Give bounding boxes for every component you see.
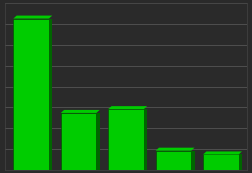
Polygon shape [203,151,242,154]
Bar [61,113,96,170]
Bar [13,19,49,170]
Polygon shape [156,148,195,151]
Bar [191,151,195,170]
Bar [144,109,147,170]
Bar [203,154,239,170]
Bar [96,113,100,170]
Polygon shape [108,106,147,109]
Polygon shape [13,16,52,19]
Bar [49,19,52,170]
Polygon shape [61,110,100,113]
Bar [239,154,242,170]
Bar [108,109,144,170]
Bar [156,151,191,170]
